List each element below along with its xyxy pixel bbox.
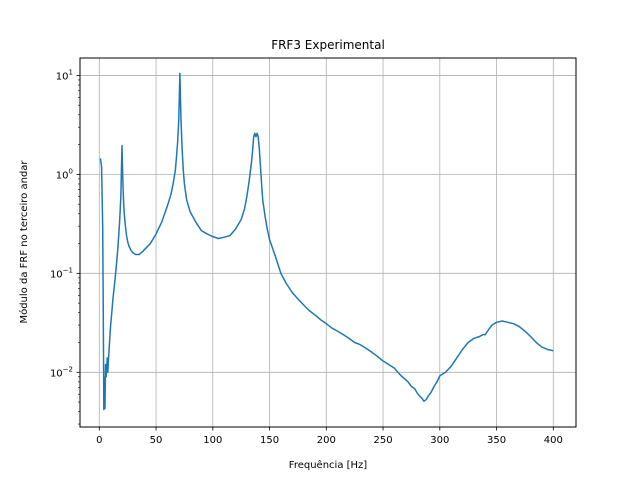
y-tick-label-exponent: 0 bbox=[69, 167, 73, 175]
y-axis-label: Módulo da FRF no terceiro andar bbox=[18, 160, 30, 324]
axes-frame bbox=[79, 57, 577, 428]
y-tick-label: 100 bbox=[56, 167, 73, 181]
grid bbox=[80, 58, 576, 427]
x-tick-label: 300 bbox=[430, 435, 449, 446]
y-tick-label: 10−1 bbox=[50, 266, 73, 280]
y-tick-label-base: 10 bbox=[56, 170, 69, 181]
y-tick-label-exponent: 1 bbox=[69, 68, 73, 76]
x-axis-label: Frequência [Hz] bbox=[289, 459, 367, 471]
x-tick-label: 50 bbox=[150, 435, 163, 446]
y-tick-label: 10−2 bbox=[50, 365, 73, 379]
y-tick-label-exponent: −1 bbox=[63, 266, 73, 274]
x-tick-label: 350 bbox=[487, 435, 506, 446]
chart-title: FRF3 Experimental bbox=[271, 38, 385, 52]
y-tick-label: 101 bbox=[56, 68, 73, 82]
x-tick-label: 400 bbox=[544, 435, 563, 446]
frf-series-line bbox=[99, 72, 554, 411]
x-tick-label: 150 bbox=[260, 435, 279, 446]
x-tick-label: 200 bbox=[317, 435, 336, 446]
x-tick-label: 0 bbox=[96, 435, 102, 446]
y-tick-label-base: 10 bbox=[50, 269, 63, 280]
y-tick-label-base: 10 bbox=[56, 71, 69, 82]
y-tick-label-exponent: −2 bbox=[63, 365, 73, 373]
x-tick-label: 100 bbox=[203, 435, 222, 446]
series-layer bbox=[99, 72, 554, 411]
y-tick-label-base: 10 bbox=[50, 368, 63, 379]
x-tick-label: 250 bbox=[374, 435, 393, 446]
